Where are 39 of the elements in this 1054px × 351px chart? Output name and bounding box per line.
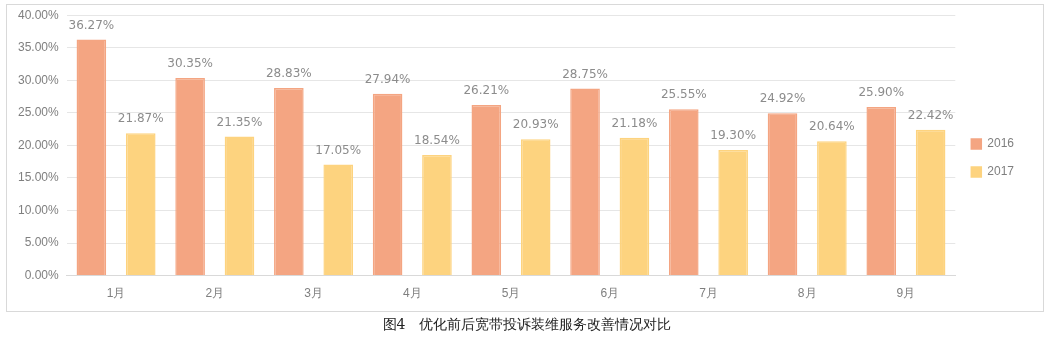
x-tick-label: 3月 <box>304 286 323 301</box>
data-label: 28.75% <box>562 66 608 81</box>
y-tick-label: 15.00% <box>18 170 60 185</box>
text: 图4 优化前后宽带投诉装维服务改善情况对比 <box>381 316 673 334</box>
y-tick-label: 20.00% <box>18 137 60 152</box>
data-label: 17.05% <box>315 142 362 157</box>
data-label: 30.35% <box>167 56 213 71</box>
y-tick-label: 5.00% <box>24 235 60 250</box>
data-label: 25.90% <box>858 85 905 100</box>
data-label: 28.83% <box>265 66 312 81</box>
x-tick-label: 9月 <box>896 286 916 301</box>
data-label: 21.35% <box>216 114 263 129</box>
x-tick-label: 4月 <box>402 286 422 301</box>
data-label: 21.87% <box>117 111 164 126</box>
data-label: 25.55% <box>660 87 707 102</box>
x-tick-label: 6月 <box>600 286 620 301</box>
y-tick-label: 30.00% <box>18 72 60 87</box>
data-label: 22.42% <box>907 107 954 122</box>
data-label: 21.18% <box>611 115 658 130</box>
y-tick-label: 10.00% <box>18 202 60 217</box>
legend-label: 2017 <box>987 164 1015 179</box>
x-tick-label: 8月 <box>797 286 817 301</box>
x-tick-label: 7月 <box>699 286 718 301</box>
data-label: 18.54% <box>414 133 460 148</box>
data-label: 20.64% <box>809 119 855 134</box>
data-label: 27.94% <box>364 71 411 86</box>
data-label: 19.30% <box>710 128 757 143</box>
data-label: 20.93% <box>512 117 559 132</box>
y-tick-label: 0.00% <box>24 267 60 282</box>
data-label: 36.27% <box>68 17 115 32</box>
legend-label: 2016 <box>987 136 1015 151</box>
x-tick-label: 5月 <box>501 286 521 301</box>
y-tick-label: 25.00% <box>18 105 60 120</box>
y-tick-label: 35.00% <box>18 40 60 55</box>
x-tick-label: 2月 <box>205 286 225 301</box>
data-label: 26.21% <box>463 83 510 98</box>
data-label: 24.92% <box>759 91 806 106</box>
y-tick-label: 40.00% <box>18 7 60 22</box>
x-tick-label: 1月 <box>106 286 126 301</box>
